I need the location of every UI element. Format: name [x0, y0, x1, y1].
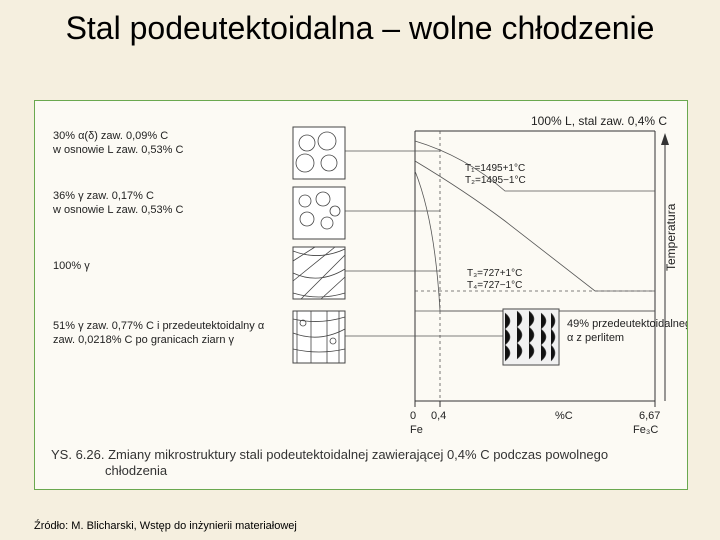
phase-diagram: Temperatura T₁=1495+1°C T₂=1495−1°C T₃=7… [345, 114, 678, 436]
l4b: zaw. 0,0218% C po granicach ziarn γ [53, 334, 234, 346]
r1b: α z perlitem [567, 332, 624, 344]
slide-title: Stal podeutektoidalna – wolne chłodzenie [0, 0, 720, 53]
l2b: w osnowie L zaw. 0,53% C [52, 204, 183, 216]
t1-label: T₁=1495+1°C [465, 163, 525, 174]
xc: %C [555, 410, 573, 422]
t2-label: T₂=1495−1°C [465, 175, 526, 186]
r1a: 49% przedeutektoidalnego [567, 318, 687, 330]
fe3c: Fe₃C [633, 424, 658, 436]
l4a: 51% γ zaw. 0,77% C i przedeutektoidalny … [53, 320, 265, 332]
source-line: Źródło: M. Blicharski, Wstęp do inżynier… [34, 520, 297, 532]
micro-box-2 [293, 187, 345, 239]
x667: 6,67 [639, 410, 660, 422]
micro-column: 30% α(δ) zaw. 0,09% C w osnowie L zaw. 0… [52, 127, 345, 363]
fe: Fe [410, 424, 423, 436]
title-text: Stal podeutektoidalna – wolne chłodzenie [66, 10, 655, 46]
y-axis-label: Temperatura [664, 203, 678, 271]
l2a: 36% γ zaw. 0,17% C [53, 190, 154, 202]
micro-right: 49% przedeutektoidalnego α z perlitem [503, 309, 687, 365]
label-100L: 100% L, stal zaw. 0,4% C [531, 114, 667, 128]
t4-label: T₄=727−1°C [467, 280, 522, 291]
x0: 0 [410, 410, 416, 422]
t3-label: T₃=727+1°C [467, 268, 522, 279]
fig-caption-2: chłodzenia [105, 463, 168, 478]
l1b: w osnowie L zaw. 0,53% C [52, 144, 183, 156]
x04: 0,4 [431, 410, 446, 422]
l1a: 30% α(δ) zaw. 0,09% C [53, 130, 168, 142]
figure-box: Temperatura T₁=1495+1°C T₂=1495−1°C T₃=7… [34, 100, 688, 490]
diagram-svg: Temperatura T₁=1495+1°C T₂=1495−1°C T₃=7… [35, 101, 687, 489]
source-text: Źródło: M. Blicharski, Wstęp do inżynier… [34, 520, 297, 532]
l3: 100% γ [53, 260, 90, 272]
fig-caption-1: YS. 6.26. Zmiany mikrostruktury stali po… [51, 447, 608, 462]
